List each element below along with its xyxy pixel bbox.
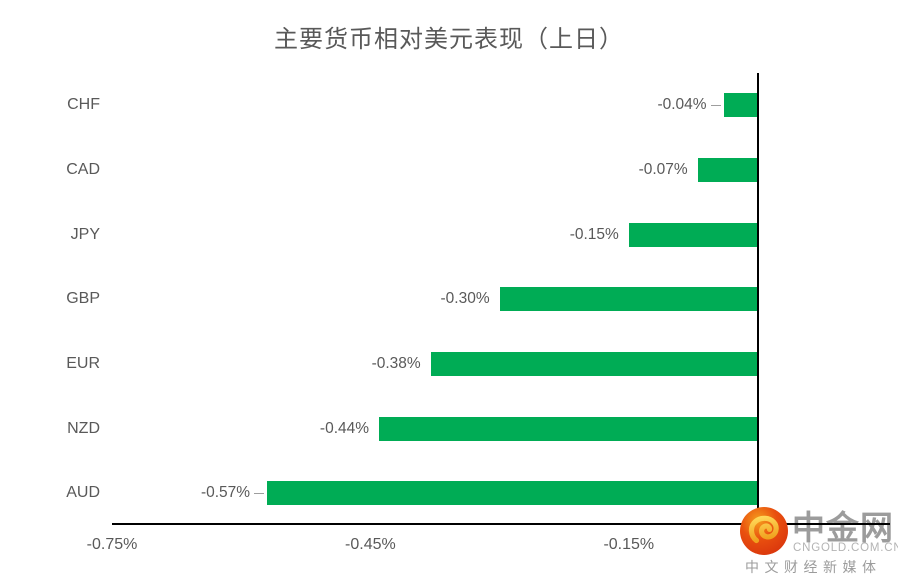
cngold-tagline-text: 中文财经新媒体	[745, 559, 882, 575]
cngold-logo-icon	[740, 507, 788, 560]
bar-aud	[267, 481, 758, 506]
category-label-nzd: NZD	[67, 419, 100, 437]
cngold-domain-text: CNGOLD.COM.CN	[793, 542, 898, 554]
category-label-jpy: JPY	[70, 225, 100, 243]
category-axis-line	[757, 73, 759, 524]
data-label-cad: -0.07%	[638, 160, 688, 178]
leader-line-aud	[254, 492, 265, 494]
cngold-watermark: 中金网 CNGOLD.COM.CN 中文财经新媒体	[738, 500, 898, 579]
bar-chf	[723, 93, 758, 118]
x-tick-label: -0.45%	[345, 536, 396, 553]
bar-gbp	[499, 287, 758, 312]
x-tick-label: -0.15%	[603, 536, 655, 553]
cngold-brand-text: 中金网	[792, 509, 894, 546]
category-label-aud: AUD	[66, 484, 100, 502]
value-axis-line	[112, 523, 890, 525]
data-label-aud: -0.57%	[200, 484, 251, 502]
category-label-eur: EUR	[66, 354, 100, 372]
chart-title: 主要货币相对美元表现（上日）	[274, 26, 624, 53]
data-label-chf: -0.04%	[657, 96, 707, 114]
data-label-jpy: -0.15%	[569, 225, 619, 243]
data-label-gbp: -0.30%	[440, 290, 490, 308]
category-label-gbp: GBP	[66, 290, 100, 308]
bar-nzd	[379, 416, 758, 441]
data-label-eur: -0.38%	[371, 354, 421, 372]
bar-cad	[697, 157, 758, 182]
data-label-nzd: -0.44%	[319, 419, 370, 437]
bar-jpy	[628, 222, 758, 247]
category-label-chf: CHF	[67, 96, 100, 114]
category-label-cad: CAD	[66, 160, 100, 178]
leader-line-chf	[710, 104, 721, 106]
x-tick-label: -0.75%	[86, 536, 138, 553]
bar-eur	[430, 351, 758, 376]
